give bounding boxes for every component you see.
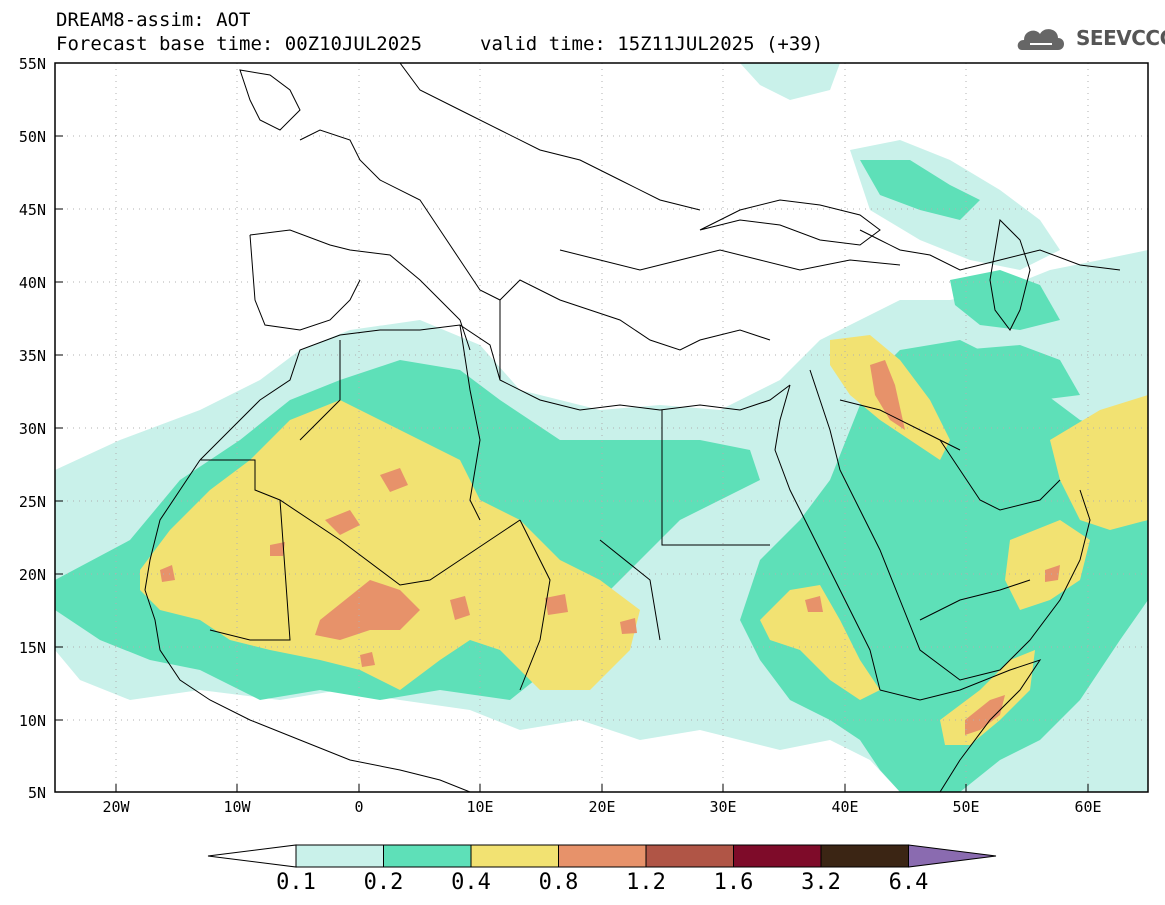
graticule: [55, 63, 1148, 792]
lon-label: 50E: [952, 798, 980, 816]
lat-label: 5N: [27, 784, 46, 802]
lat-label: 25N: [18, 493, 46, 511]
lon-label: 20E: [588, 798, 616, 816]
lon-label: 40E: [831, 798, 859, 816]
aot-field: [55, 63, 1148, 792]
colorbar-low-arrow: [207, 844, 297, 868]
valid-time: valid time: 15Z11JUL2025 (+39): [480, 33, 824, 55]
colorbar-high-arrow: [908, 844, 997, 868]
lon-label: 20W: [102, 798, 130, 816]
cloud-icon: [1017, 29, 1064, 50]
coastlines: [144, 63, 1121, 792]
colorbar-swatch: [295, 844, 384, 868]
colorbar-swatch: [558, 844, 647, 868]
lon-label: 10W: [223, 798, 251, 816]
colorbar-label: 0.1: [276, 870, 316, 895]
lat-label: 15N: [18, 639, 46, 657]
lat-label: 50N: [18, 128, 46, 146]
lat-label: 55N: [18, 55, 46, 73]
colorbar-label: 1.6: [713, 870, 754, 895]
lat-label: 10N: [18, 712, 46, 730]
lon-label: 60E: [1074, 798, 1102, 816]
lon-label: 10E: [466, 798, 494, 816]
lat-label: 30N: [18, 420, 46, 438]
colorbar-label: 0.2: [363, 870, 404, 895]
colorbar-label: 6.4: [888, 870, 929, 895]
colorbar-swatch: [383, 844, 472, 868]
colorbar-label: 0.8: [538, 870, 579, 895]
colorbar-label: 3.2: [801, 870, 841, 895]
lat-label: 45N: [18, 201, 46, 219]
plot-title: DREAM8-assim: AOT: [56, 9, 251, 31]
colorbar-swatch: [820, 844, 909, 868]
tick-marks: [55, 62, 1089, 792]
colorbar-swatch: [645, 844, 734, 868]
lat-label: 40N: [18, 274, 46, 292]
lat-label: 35N: [18, 347, 46, 365]
colorbar-label: 1.2: [626, 870, 666, 895]
lon-label: 0: [354, 798, 364, 816]
lon-label: 30E: [709, 798, 737, 816]
lat-label: 20N: [18, 566, 46, 584]
colorbar-swatch: [470, 844, 559, 868]
colorbar: [207, 844, 997, 868]
forecast-base-time: Forecast base time: 00Z10JUL2025: [56, 33, 423, 55]
colorbar-swatch: [733, 844, 822, 868]
colorbar-label: 0.4: [451, 870, 491, 895]
logo-text: SEEVCCC: [1076, 26, 1165, 50]
